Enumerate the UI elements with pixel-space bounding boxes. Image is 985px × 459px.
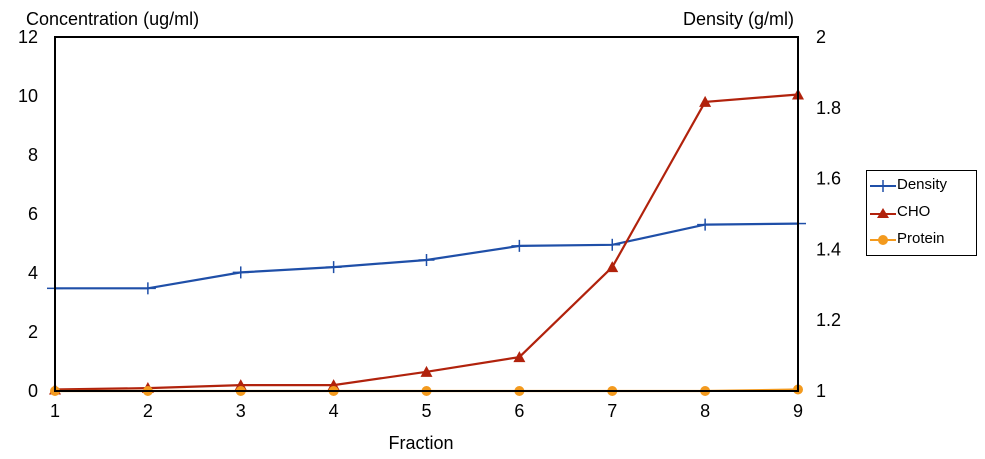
left-y-tick-label: 8 (28, 145, 38, 165)
left-y-tick-label: 0 (28, 381, 38, 401)
data-point-density (418, 254, 435, 267)
data-point-density (139, 282, 156, 295)
legend-item-density: Density (867, 174, 976, 198)
left-y-tick-label: 6 (28, 204, 38, 224)
plus-marker-icon (870, 180, 896, 192)
right-y-tick-label: 1.6 (816, 169, 841, 189)
data-point-density (232, 266, 249, 279)
data-point-cho (513, 351, 526, 363)
legend-label: Density (897, 176, 948, 193)
right-y-tick-label: 2 (816, 27, 826, 47)
x-tick-label: 6 (514, 401, 524, 421)
x-tick-label: 4 (329, 401, 339, 421)
x-tick-label: 5 (421, 401, 431, 421)
data-point-density (604, 238, 621, 251)
left-y-tick-label: 12 (18, 27, 38, 47)
plot-area-frame (54, 36, 799, 392)
right-axis-title: Density (g/ml) (683, 9, 794, 29)
left-y-tick-label: 2 (28, 322, 38, 342)
triangle-marker-icon (870, 208, 896, 218)
legend: Density CHO Protein (866, 170, 977, 256)
x-tick-label: 2 (143, 401, 153, 421)
data-point-density (511, 239, 528, 252)
left-y-tick-label: 10 (18, 86, 38, 106)
x-tick-label: 7 (607, 401, 617, 421)
legend-item-protein: Protein (867, 228, 976, 252)
data-point-density (697, 218, 714, 231)
data-point-cho (606, 261, 619, 273)
legend-label: CHO (897, 203, 931, 220)
data-point-density (325, 261, 342, 274)
x-tick-label: 8 (700, 401, 710, 421)
series-line-cho (54, 93, 799, 391)
right-y-tick-label: 1.8 (816, 98, 841, 118)
x-tick-label: 3 (236, 401, 246, 421)
left-y-tick-label: 4 (28, 263, 38, 283)
left-axis-title: Concentration (ug/ml) (26, 9, 199, 29)
x-axis-title: Fraction (388, 433, 453, 453)
data-point-cho (420, 365, 433, 377)
right-y-tick-label: 1.4 (816, 239, 841, 259)
legend-label: Protein (897, 230, 945, 247)
data-point-cho (699, 95, 712, 107)
x-tick-label: 9 (793, 401, 803, 421)
right-y-tick-label: 1 (816, 381, 826, 401)
x-tick-label: 1 (50, 401, 60, 421)
right-y-tick-label: 1.2 (816, 310, 841, 330)
legend-item-cho: CHO (867, 201, 976, 225)
circle-marker-icon (870, 235, 896, 245)
